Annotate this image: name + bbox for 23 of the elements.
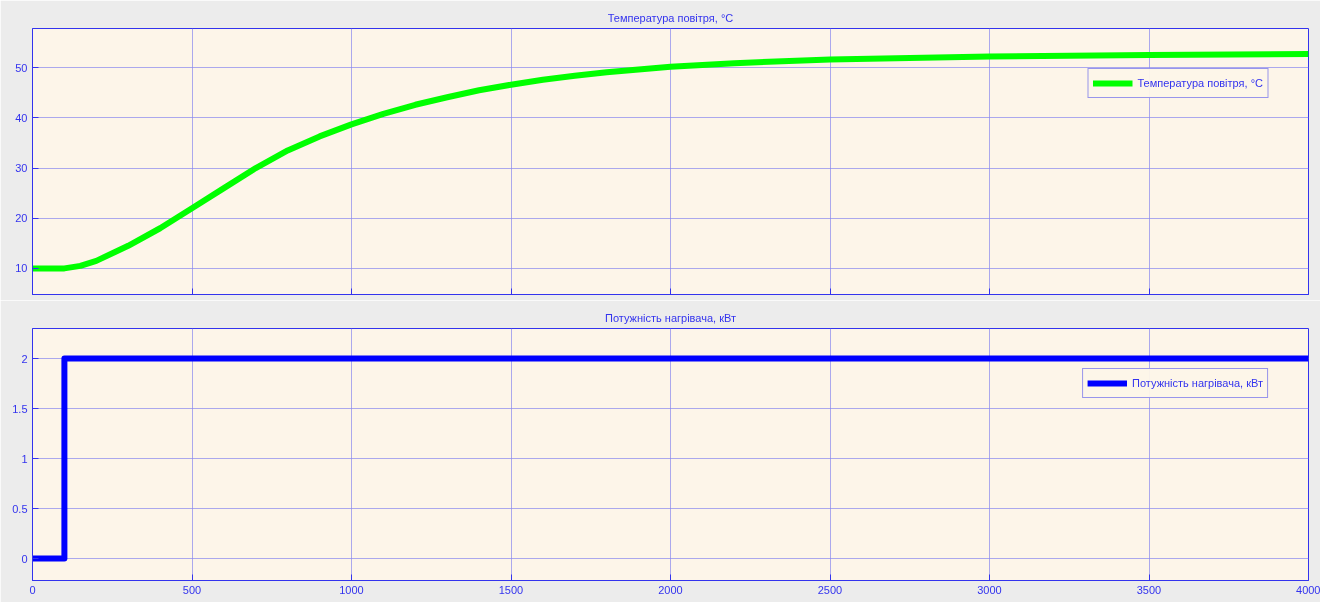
y-tick-label: 20: [15, 212, 28, 225]
chart-title: Температура повітря, °C: [607, 11, 734, 24]
chart-title: Потужність нагрівача, кВт: [605, 311, 736, 324]
y-tick-label: 40: [15, 111, 28, 124]
x-tick-label: 2500: [817, 583, 843, 596]
x-tick-label: 1500: [498, 583, 524, 596]
legend-label: Температура повітря, °C: [1137, 77, 1263, 89]
x-tick-label: 500: [182, 583, 202, 596]
y-tick-label: 10: [15, 262, 28, 275]
y-tick-label: 0.5: [12, 502, 28, 515]
x-tick-label: 2000: [658, 583, 683, 596]
y-tick-label: 0: [21, 552, 28, 565]
y-tick-label: 1.5: [12, 402, 28, 415]
y-tick-label: 2: [21, 352, 28, 365]
x-tick-label: 3500: [1136, 583, 1162, 596]
x-tick-label: 4000: [1296, 583, 1320, 596]
x-tick-label: 1000: [339, 583, 364, 596]
y-tick-label: 30: [15, 162, 28, 175]
legend-label: Потужність нагрівача, кВт: [1132, 377, 1263, 389]
x-tick-label: 3000: [977, 583, 1002, 596]
x-tick-label: 0: [29, 583, 36, 596]
y-tick-label: 50: [15, 61, 28, 74]
y-tick-label: 1: [21, 452, 28, 465]
